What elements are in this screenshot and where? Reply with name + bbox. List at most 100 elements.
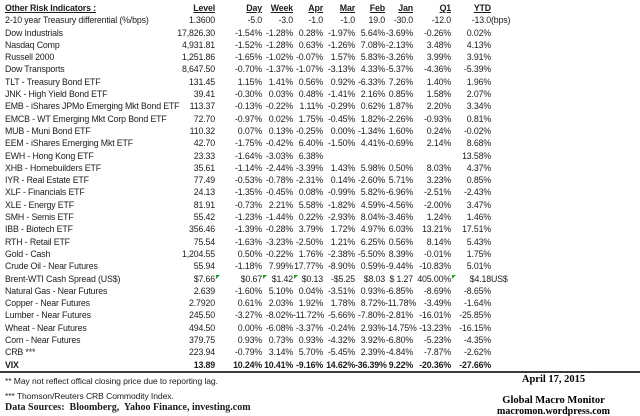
cell-apr: 0.56%	[298, 76, 323, 87]
cell-q1: 2.20%	[426, 101, 451, 112]
report-date: April 17, 2015	[521, 374, 586, 385]
cell-jan: -6.80%	[386, 335, 413, 346]
cell-week: -1.28%	[266, 27, 293, 38]
cell-ytd: $4.18	[451, 273, 491, 285]
cell-q1	[413, 150, 451, 162]
row-suffix	[491, 88, 550, 100]
cell-jan: $ 1.27	[389, 273, 413, 284]
data-sources-line: Data Sources: Bloomberg, Yahoo Finance, …	[5, 402, 251, 413]
cell-feb: 4.33%	[360, 64, 385, 75]
header-row: Other Risk Indicators : Level Day Week A…	[5, 2, 550, 14]
cell-day: 0.61%	[237, 298, 262, 309]
row-label: Corn - Near Futures	[5, 335, 81, 346]
cell-jan: -2.13%	[386, 39, 413, 50]
cell-day: -0.53%	[235, 175, 262, 186]
cell-mar: -5.66%	[328, 310, 355, 321]
row-suffix	[491, 186, 550, 198]
row-suffix	[491, 76, 550, 88]
cell-feb: -6.33%	[358, 76, 385, 87]
cell-day: -0.30%	[235, 89, 262, 100]
cell-ytd: 5.01%	[466, 261, 491, 272]
column-header-apr: Apr	[308, 3, 323, 13]
cell-level: 2.7920	[188, 298, 215, 309]
column-header-week: Week	[270, 3, 293, 13]
row-suffix: US$	[491, 273, 508, 284]
row-label: Wheat - Near Futures	[5, 322, 87, 333]
cell-level: 17,826.30	[177, 27, 215, 38]
table-row: Nasdaq Comp 4,931.81 -1.52% -1.28% 0.63% -1.2…	[5, 39, 550, 51]
row-suffix	[491, 322, 550, 334]
cell-q1: -0.01%	[424, 248, 451, 259]
cell-jan: -3.69%	[386, 27, 413, 38]
row-label: XLE - Energy ETF	[5, 199, 74, 210]
cell-mar: -1.82%	[328, 199, 355, 210]
cell-day: -1.65%	[235, 52, 262, 63]
cell-level: 113.37	[189, 101, 216, 112]
cell-mar: 14.62%	[326, 359, 355, 370]
cell-level: 4,931.81	[181, 39, 215, 50]
cell-feb: 6.25%	[360, 236, 385, 247]
cell-q1: -0.93%	[424, 113, 451, 124]
row-label: VIX	[5, 359, 19, 370]
cell-jan: 1.60%	[388, 125, 413, 136]
cell-apr: -2.31%	[296, 175, 323, 186]
cell-level: 81.91	[193, 199, 215, 210]
cell-mar: -1.0	[340, 15, 355, 26]
cell-feb: 0.93%	[360, 285, 385, 296]
cell-apr: -0.25%	[296, 125, 323, 136]
cell-q1: 0.24%	[426, 125, 451, 136]
table-body: 2-10 year Treasury differential (%/bps) 1…	[5, 14, 550, 371]
row-suffix	[491, 260, 550, 272]
cell-jan: -3.26%	[386, 52, 413, 63]
cell-apr: 1.92%	[298, 298, 323, 309]
row-suffix	[491, 309, 550, 321]
cell-level: $7.66	[193, 273, 215, 284]
cell-day: -0.70%	[235, 64, 262, 75]
cell-feb: -7.80%	[358, 310, 385, 321]
cell-q1: -5.23%	[424, 335, 451, 346]
row-suffix	[491, 297, 550, 309]
row-label: CRB ***	[5, 347, 36, 358]
cell-level: 42.70	[193, 138, 215, 149]
cell-mar: -0.29%	[328, 101, 355, 112]
row-label: TLT - Treasury Bond ETF	[5, 76, 101, 87]
row-label: Copper - Near Futures	[5, 298, 90, 309]
row-suffix	[491, 359, 550, 371]
cell-week: 2.21%	[268, 199, 293, 210]
cell-ytd: 17.51%	[462, 224, 491, 235]
cell-mar: -1.97%	[328, 27, 355, 38]
cell-apr: -3.37%	[296, 322, 323, 333]
cell-apr: -0.07%	[296, 52, 323, 63]
green-triangle-marker-icon	[294, 274, 298, 279]
row-label: Dow Industrials	[5, 27, 63, 38]
row-suffix	[491, 334, 550, 346]
cell-day: 0.07%	[237, 125, 262, 136]
cell-level: 131.45	[188, 76, 215, 87]
table-row: Dow Transports 8,647.50 -0.70% -1.37% -1.07%…	[5, 63, 550, 75]
cell-ytd: 4.37%	[466, 162, 491, 173]
cell-level: 1.3600	[188, 15, 215, 26]
cell-q1: -4.36%	[424, 64, 451, 75]
cell-ytd: 0.85%	[466, 175, 491, 186]
cell-week: -3.03%	[266, 150, 293, 161]
table-row: Copper - Near Futures 2.7920 0.61% 2.03% 1.9…	[5, 297, 550, 309]
cell-jan: -4.56%	[386, 199, 413, 210]
column-header-day: Day	[246, 3, 262, 13]
cell-mar: 1.57%	[330, 52, 355, 63]
cell-ytd: 5.43%	[466, 236, 491, 247]
cell-jan: 0.85%	[388, 89, 413, 100]
cell-level: 110.32	[189, 125, 216, 136]
table-row: TLT - Treasury Bond ETF 131.45 1.15% 1.41% 0…	[5, 76, 550, 88]
cell-feb: 5.64%	[360, 27, 385, 38]
cell-level: 1,204.55	[181, 248, 215, 259]
cell-apr: -11.72%	[293, 310, 325, 321]
cell-jan: -3.46%	[386, 212, 413, 223]
page-title: Other Risk Indicators :	[5, 3, 96, 13]
cell-level: 72.70	[193, 113, 215, 124]
cell-ytd: -2.62%	[464, 347, 491, 358]
green-triangle-marker-icon	[216, 274, 220, 279]
row-suffix	[491, 137, 550, 149]
row-suffix	[491, 162, 550, 174]
cell-level: 13.89	[193, 359, 215, 370]
cell-q1: -0.26%	[424, 27, 451, 38]
